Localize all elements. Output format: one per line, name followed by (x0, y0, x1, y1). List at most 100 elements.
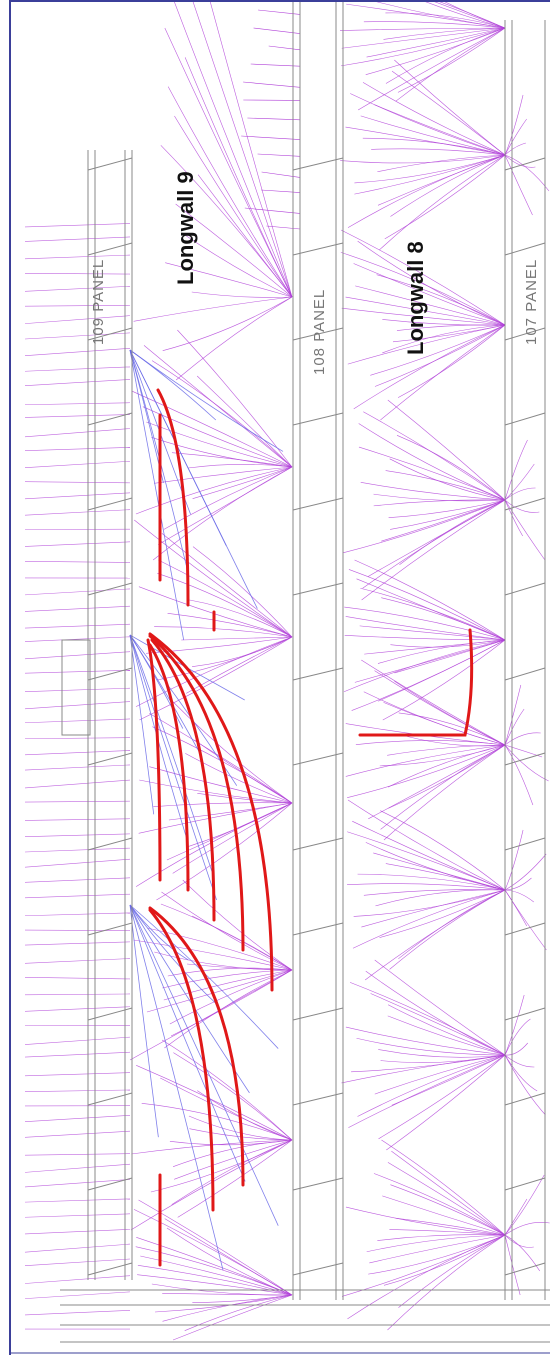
fracture-line (358, 628, 474, 737)
survey-line (345, 1026, 506, 1056)
survey-line (24, 223, 131, 228)
survey-line (339, 27, 506, 31)
survey-line (366, 27, 506, 58)
survey-line (373, 1173, 506, 1236)
survey-line (24, 941, 131, 946)
survey-line (197, 174, 293, 298)
survey-line (24, 588, 131, 596)
survey-line (383, 27, 506, 40)
survey-line (389, 458, 506, 501)
survey-line (347, 799, 506, 891)
survey-line (345, 616, 506, 641)
survey-line (137, 1265, 293, 1296)
survey-line (241, 135, 301, 140)
survey-line (24, 332, 131, 340)
survey-line (504, 1018, 531, 1056)
survey-line (371, 148, 506, 156)
survey-line (362, 499, 506, 589)
survey-line (387, 744, 506, 788)
survey-line (24, 1036, 131, 1045)
survey-line (191, 291, 293, 298)
survey-line (24, 561, 131, 563)
survey-line (24, 254, 131, 260)
survey-line (170, 699, 293, 804)
survey-line (395, 1217, 506, 1236)
survey-line (261, 171, 301, 178)
survey-line (24, 737, 131, 740)
survey-line (24, 402, 131, 406)
survey-line (175, 203, 293, 298)
survey-line (362, 137, 506, 156)
survey-line (261, 189, 301, 193)
survey-line (354, 154, 506, 195)
survey-line (361, 659, 506, 746)
survey-line (366, 1234, 506, 1253)
survey-line (24, 636, 131, 642)
survey-line (24, 800, 131, 803)
survey-line (135, 466, 293, 515)
survey-line (504, 994, 525, 1056)
survey-line (149, 766, 293, 804)
survey-line (136, 1065, 293, 1141)
survey-line (133, 939, 293, 971)
survey-line (24, 366, 131, 372)
survey-line (24, 236, 131, 242)
survey-line (138, 802, 293, 834)
crosscut (292, 242, 344, 256)
survey-line (388, 744, 506, 809)
crosscut (292, 412, 344, 426)
survey-line (24, 1275, 131, 1284)
survey-line (192, 466, 293, 499)
crosscut (504, 1177, 546, 1191)
survey-line (340, 27, 506, 67)
crosscut (87, 922, 133, 936)
crosscut (504, 1262, 546, 1276)
survey-line (24, 687, 131, 693)
survey-line (24, 347, 131, 356)
survey-line (504, 889, 547, 951)
survey-line (370, 324, 506, 376)
survey-line (24, 750, 131, 756)
survey-line (24, 1114, 131, 1122)
survey-line (157, 466, 293, 545)
survey-line (340, 252, 506, 326)
survey-line (377, 154, 506, 173)
survey-line (24, 304, 131, 307)
crosscut (504, 1007, 546, 1021)
survey-line (504, 744, 534, 806)
survey-line (24, 1130, 131, 1138)
survey-line (185, 753, 293, 804)
survey-line (24, 1006, 131, 1012)
survey-line (365, 842, 506, 891)
survey-line (171, 452, 293, 468)
survey-line (353, 324, 506, 410)
survey-line (165, 262, 293, 298)
survey-line (345, 296, 506, 326)
survey-line (139, 779, 293, 804)
survey-line (360, 587, 506, 641)
survey-line (429, 0, 506, 29)
survey-line (351, 639, 506, 711)
survey-line (504, 889, 534, 903)
survey-line (24, 379, 131, 387)
survey-line (385, 863, 506, 891)
survey-line (504, 853, 547, 891)
survey-line (171, 1139, 293, 1205)
survey-line (386, 1054, 506, 1151)
survey-line (137, 1274, 293, 1296)
survey-line (398, 733, 506, 747)
survey-line (253, 27, 301, 34)
survey-line (164, 27, 293, 298)
survey-line (354, 559, 506, 641)
survey-line (397, 27, 506, 93)
survey-line (387, 1162, 506, 1236)
survey-lines (24, 0, 550, 1341)
fracture-line (156, 388, 190, 607)
survey-line (24, 541, 131, 547)
crosscut (292, 1007, 344, 1021)
survey-line (346, 3, 506, 29)
survey-line (177, 1139, 293, 1218)
survey-line (24, 651, 131, 660)
survey-line (344, 634, 506, 641)
survey-line (398, 1234, 506, 1308)
